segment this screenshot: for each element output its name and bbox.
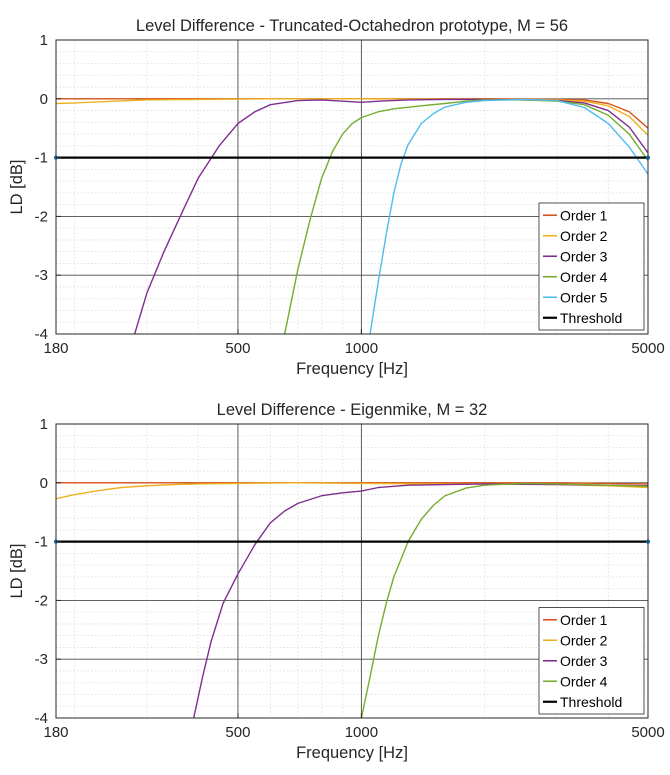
x-axis-label: Frequency [Hz]: [296, 360, 408, 378]
legend: Order 1 Order 2 Order 3 Order 4 Order 5 Thres…: [538, 202, 645, 331]
y-axis-label: LD [dB]: [8, 159, 26, 214]
series-line-order-2: [56, 98, 648, 136]
chart-2: 180 500 1000 5000 1 0 -1 -2 -3 -4 Level Difference…: [8, 401, 665, 762]
y-tick-label: -2: [35, 592, 48, 609]
series-line-order-4: [283, 99, 648, 334]
y-tick-label: -1: [35, 150, 48, 167]
legend-box: [538, 202, 645, 331]
axes-box: [55, 39, 649, 335]
legend-label: Order 3: [560, 248, 608, 264]
axes-box: [55, 423, 649, 719]
legend-label: Order 3: [560, 653, 608, 669]
y-tick-label: 0: [40, 475, 48, 492]
y-tick-label: 1: [40, 416, 48, 433]
legend-label: Order 1: [560, 612, 608, 628]
y-tick-label: -3: [35, 267, 48, 284]
series-line-order-3: [193, 483, 648, 718]
series-line-order-4: [360, 482, 648, 718]
series-group: [56, 98, 648, 334]
x-tick-label: 5000: [631, 340, 664, 357]
x-tick-label: 180: [43, 340, 68, 357]
chart-title: Level Difference - Truncated-Octahedron …: [136, 17, 568, 35]
series-line-order-3: [134, 98, 648, 334]
legend: Order 1 Order 2 Order 3 Order 4 Threshold: [538, 607, 645, 715]
x-tick-label: 500: [225, 724, 250, 741]
x-tick-label: 500: [225, 340, 250, 357]
legend-label: Order 1: [560, 207, 608, 223]
y-tick-label: -2: [35, 208, 48, 225]
chart-title: Level Difference - Eigenmike, M = 32: [217, 401, 488, 419]
legend-label: Threshold: [560, 310, 622, 326]
series-line-order-5: [369, 98, 648, 334]
legend-label: Threshold: [560, 694, 622, 710]
legend-label: Order 4: [560, 269, 608, 285]
chart-1: 180 500 1000 5000 1 0 -1 -2 -3 -4 Level Difference…: [8, 17, 665, 378]
x-tick-label: 1000: [345, 724, 378, 741]
x-tick-label: 5000: [631, 724, 664, 741]
x-axis-label: Frequency [Hz]: [296, 744, 408, 762]
y-tick-label: 0: [40, 91, 48, 108]
x-tick-label: 180: [43, 724, 68, 741]
y-tick-label: -1: [35, 534, 48, 551]
legend-label: Order 2: [560, 632, 608, 648]
legend-label: Order 2: [560, 228, 608, 244]
x-tick-label: 1000: [345, 340, 378, 357]
y-tick-label: 1: [40, 32, 48, 49]
y-tick-label: -4: [35, 710, 48, 727]
legend-label: Order 5: [560, 289, 608, 305]
y-tick-label: -3: [35, 651, 48, 668]
series-group: [56, 482, 648, 718]
legend-label: Order 4: [560, 673, 608, 689]
y-axis-label: LD [dB]: [8, 543, 26, 598]
y-tick-label: -4: [35, 326, 48, 343]
